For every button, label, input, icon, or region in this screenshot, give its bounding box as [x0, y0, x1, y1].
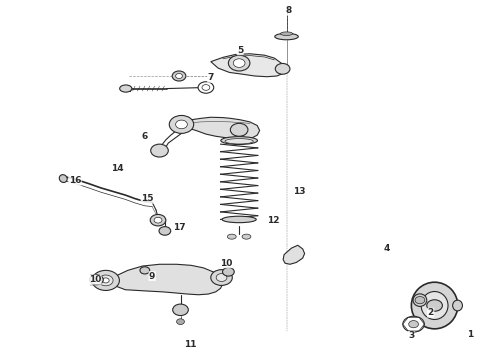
Circle shape	[211, 270, 232, 285]
Polygon shape	[211, 54, 287, 77]
Text: 14: 14	[111, 164, 123, 173]
Ellipse shape	[59, 175, 67, 183]
Circle shape	[228, 55, 250, 71]
Text: 5: 5	[237, 46, 243, 55]
Circle shape	[159, 226, 171, 235]
Ellipse shape	[225, 139, 253, 144]
Ellipse shape	[280, 32, 293, 36]
Text: 3: 3	[408, 332, 414, 341]
Ellipse shape	[120, 85, 132, 92]
Ellipse shape	[421, 292, 448, 319]
Ellipse shape	[412, 282, 458, 329]
Text: 11: 11	[184, 340, 196, 349]
Circle shape	[175, 120, 187, 129]
Circle shape	[230, 123, 248, 136]
Text: 9: 9	[149, 271, 155, 280]
Circle shape	[154, 217, 162, 223]
Ellipse shape	[227, 234, 236, 239]
Circle shape	[202, 85, 210, 90]
Circle shape	[98, 275, 113, 286]
Ellipse shape	[275, 33, 298, 40]
Circle shape	[233, 59, 245, 67]
Text: 15: 15	[141, 194, 153, 203]
Circle shape	[415, 297, 425, 304]
Text: 17: 17	[172, 223, 185, 232]
Circle shape	[198, 82, 214, 93]
Polygon shape	[283, 245, 305, 264]
Text: 8: 8	[286, 6, 292, 15]
Circle shape	[172, 71, 186, 81]
Ellipse shape	[453, 300, 463, 311]
Polygon shape	[176, 117, 260, 139]
Circle shape	[102, 278, 109, 283]
Text: 10: 10	[220, 259, 233, 268]
Circle shape	[140, 267, 150, 274]
Text: 1: 1	[466, 330, 473, 339]
Text: 2: 2	[428, 308, 434, 317]
Circle shape	[90, 275, 103, 285]
Circle shape	[172, 304, 188, 316]
Ellipse shape	[242, 234, 251, 239]
Circle shape	[151, 144, 168, 157]
Text: 12: 12	[267, 216, 280, 225]
Circle shape	[169, 116, 194, 134]
Circle shape	[176, 319, 184, 324]
Ellipse shape	[413, 294, 427, 306]
Ellipse shape	[222, 216, 256, 223]
Circle shape	[175, 73, 182, 78]
Circle shape	[275, 63, 290, 74]
Text: 6: 6	[142, 132, 148, 141]
Text: 4: 4	[384, 244, 390, 253]
Text: 13: 13	[294, 187, 306, 196]
Circle shape	[92, 270, 120, 291]
Polygon shape	[106, 264, 223, 295]
Text: 7: 7	[208, 73, 214, 82]
Circle shape	[409, 320, 418, 328]
Circle shape	[150, 215, 166, 226]
Circle shape	[222, 267, 234, 276]
Text: 16: 16	[69, 176, 81, 185]
Circle shape	[216, 274, 227, 282]
Circle shape	[403, 316, 424, 332]
Text: 10: 10	[89, 275, 101, 284]
Ellipse shape	[221, 136, 257, 144]
Circle shape	[427, 300, 442, 311]
